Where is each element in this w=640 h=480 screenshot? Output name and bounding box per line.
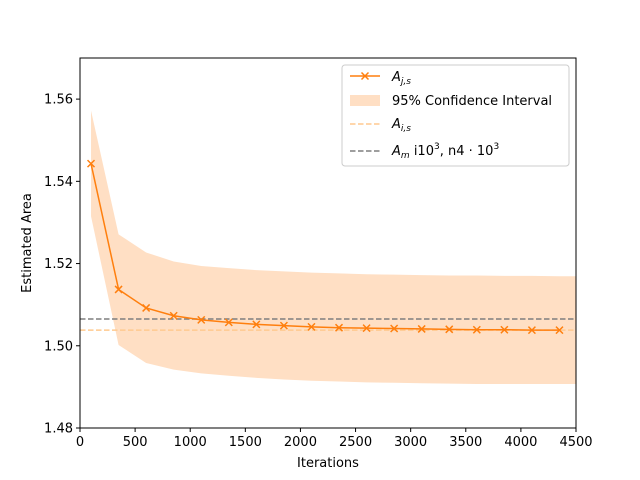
data-point xyxy=(307,322,316,331)
x-tick-label: 3000 xyxy=(394,435,427,450)
data-point xyxy=(472,325,481,334)
data-point xyxy=(445,325,454,334)
data-point xyxy=(142,303,151,312)
data-point xyxy=(252,320,261,329)
plot-content xyxy=(80,110,576,385)
x-tick-label: 500 xyxy=(123,435,148,450)
data-point xyxy=(224,318,233,327)
data-point xyxy=(279,321,288,330)
data-point xyxy=(500,325,509,334)
legend-series-label: Aj,s xyxy=(391,70,411,87)
data-point xyxy=(197,315,206,324)
y-axis-label: Estimated Area xyxy=(20,193,35,293)
confidence-band xyxy=(91,110,576,385)
data-point xyxy=(527,326,536,335)
y-tick-label: 1.52 xyxy=(44,257,73,272)
data-point xyxy=(555,326,564,335)
data-point xyxy=(169,311,178,320)
x-tick-label: 1000 xyxy=(174,435,207,450)
x-tick-label: 4000 xyxy=(504,435,537,450)
y-tick-label: 1.56 xyxy=(44,93,73,108)
axes: 0 500 1000 1500 2000 2500 3000 3500 4000 4500 1.48… xyxy=(44,57,593,450)
legend-ci-label: 95% Confidence Interval xyxy=(392,94,552,109)
series-line xyxy=(90,163,560,331)
legend-frame xyxy=(341,64,570,167)
x-tick-label: 2500 xyxy=(339,435,372,450)
data-point xyxy=(114,285,123,294)
x-tick-label: 4500 xyxy=(559,435,592,450)
data-point xyxy=(334,323,344,332)
y-tick-label: 1.54 xyxy=(44,175,73,190)
x-tick-label: 0 xyxy=(76,435,84,450)
x-tick-label: 1500 xyxy=(229,435,262,450)
legend-series-marker xyxy=(360,71,370,81)
data-point xyxy=(417,324,426,333)
legend-ci-swatch xyxy=(350,95,380,106)
x-tick-label: 3500 xyxy=(449,435,482,450)
x-axis-label: Iterations xyxy=(297,456,359,471)
legend-ref-dark-label: Am i103, n4 · 103 xyxy=(391,142,499,161)
x-tick-label: 2000 xyxy=(284,435,317,450)
axes-frame xyxy=(79,57,577,429)
plot-area xyxy=(80,110,576,385)
y-tick-label: 1.48 xyxy=(44,422,73,437)
legend: Aj,s 95% Confidence Interval Ai,s Am i10… xyxy=(341,64,570,167)
data-point xyxy=(86,159,96,168)
y-tick-label: 1.50 xyxy=(44,339,73,354)
legend-ref-light-label: Ai,s xyxy=(391,117,411,134)
data-point xyxy=(390,324,399,333)
data-point xyxy=(362,324,371,333)
